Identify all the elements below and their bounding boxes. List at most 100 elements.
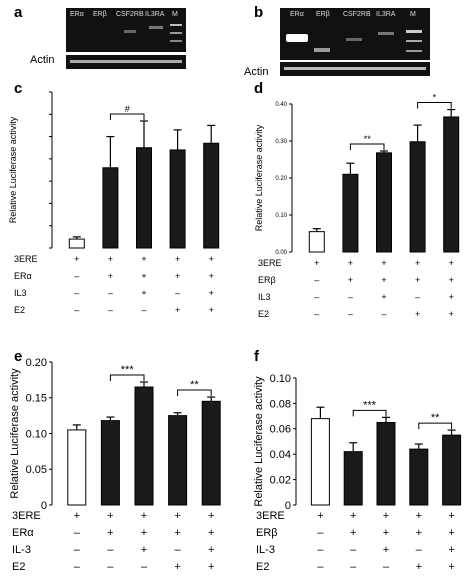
panel-b-band-il3ra xyxy=(378,32,394,35)
chart-c-condition-label: IL3 xyxy=(14,288,27,298)
chart-f-significance-label: ** xyxy=(431,412,440,424)
chart-e-bar xyxy=(168,415,188,506)
chart-d-condition-mark: + xyxy=(381,292,386,302)
chart-f-condition-mark: + xyxy=(448,510,454,522)
chart-c-bar xyxy=(136,147,152,249)
chart-f-condition-mark: + xyxy=(448,527,454,539)
chart-d-condition-mark: + xyxy=(449,292,454,302)
chart-f-bar xyxy=(409,448,429,506)
panel-f-letter: f xyxy=(254,348,259,365)
chart-f-condition-mark: + xyxy=(383,544,389,556)
chart-e-condition-mark: + xyxy=(208,561,214,573)
chart-e-condition-label: 3ERE xyxy=(12,510,41,522)
chart-d-y-tick-label: 0.10 xyxy=(275,213,287,219)
chart-f-condition-label: E2 xyxy=(256,561,269,573)
panel-a-gel xyxy=(66,8,186,52)
panel-a-marker-band xyxy=(170,32,182,34)
panel-b-marker-band xyxy=(406,30,422,33)
chart-e-y-tick-label: 0.20 xyxy=(26,357,47,369)
chart-d-condition-mark: + xyxy=(314,258,319,268)
chart-d-y-tick-label: 0.30 xyxy=(275,139,287,145)
chart-e-condition-mark: – xyxy=(74,544,81,556)
chart-e-condition-mark: + xyxy=(208,510,214,522)
chart-f-condition-mark: + xyxy=(383,510,389,522)
chart-d-condition-mark: – xyxy=(314,275,319,285)
panel-b-band-erb xyxy=(314,48,330,52)
chart-e-condition-mark: – xyxy=(107,561,114,573)
chart-e-condition-mark: + xyxy=(141,510,147,522)
chart-d-y-tick-label: 0.20 xyxy=(275,176,287,182)
chart-e-bar xyxy=(67,429,87,506)
chart-d-y-axis-label: Relative Luciferase activity xyxy=(254,124,264,231)
chart-d-condition-label: ERβ xyxy=(258,275,276,285)
chart-d-bar xyxy=(409,141,426,253)
chart-f-y-axis-label: Relative Luciferase activity xyxy=(253,376,265,507)
chart-e-condition-mark: + xyxy=(208,527,214,539)
chart-f-condition-mark: + xyxy=(416,561,422,573)
chart-e-y-axis-label: Relative Luciferase activity xyxy=(9,368,21,499)
chart-f-bar xyxy=(343,451,363,506)
chart-d-significance-bracket xyxy=(417,102,452,109)
chart-f-bar xyxy=(442,434,462,506)
panel-a-band-csf2rb xyxy=(124,30,136,33)
chart-f-y-tick-label: 0.02 xyxy=(270,474,291,486)
chart-e-y-tick-label: 0 xyxy=(41,500,47,512)
chart-c-condition-mark: + xyxy=(209,271,214,281)
chart-c-condition-mark: + xyxy=(175,254,180,264)
chart-f-condition-mark: – xyxy=(350,544,357,556)
chart-f-condition-label: IL-3 xyxy=(256,544,275,556)
chart-f-condition-label: ERβ xyxy=(256,527,278,539)
chart-f-condition-mark: – xyxy=(350,561,357,573)
chart-c-condition-mark: – xyxy=(74,305,79,315)
chart-d-bar xyxy=(443,116,460,253)
chart-d-condition-mark: – xyxy=(348,309,353,319)
panel-a-lane-label: M xyxy=(172,11,178,18)
chart-e-condition-mark: + xyxy=(174,510,180,522)
chart-c-condition-mark: + xyxy=(209,288,214,298)
chart-e-significance-label: *** xyxy=(121,364,135,376)
chart-e-condition-mark: – xyxy=(74,561,81,573)
panel-a-lane-label: ERα xyxy=(70,11,84,18)
chart-d-bar xyxy=(342,173,359,253)
chart-c-condition-mark: – xyxy=(108,305,113,315)
chart-d-bar xyxy=(308,231,325,253)
chart-d-condition-mark: + xyxy=(415,258,420,268)
chart-f-condition-mark: – xyxy=(416,544,423,556)
chart-d-bar xyxy=(376,152,392,253)
chart-e-condition-label: E2 xyxy=(12,561,25,573)
panel-c-letter: c xyxy=(14,80,23,97)
chart-d-condition-mark: – xyxy=(314,292,319,302)
chart-f-significance-bracket xyxy=(352,409,387,417)
chart-d-condition-mark: + xyxy=(449,275,454,285)
panel-a-lane-label: IL3RA xyxy=(145,11,165,18)
panel-d-letter: d xyxy=(254,80,264,97)
chart-d-condition-mark: + xyxy=(381,275,386,285)
panel-a-letter: a xyxy=(14,4,23,21)
chart-e-bar xyxy=(201,400,221,506)
chart-d-significance-bracket xyxy=(349,143,385,150)
chart-e-condition-mark: + xyxy=(174,561,180,573)
chart-d-condition-mark: – xyxy=(415,292,420,302)
chart-c-condition-mark: + xyxy=(175,271,180,281)
chart-f-significance-label: *** xyxy=(363,399,377,411)
chart-f-bar xyxy=(376,421,396,506)
chart-d-condition-label: IL3 xyxy=(258,292,271,302)
chart-c-condition-mark: – xyxy=(175,288,180,298)
panel-a-lane-label: ERβ xyxy=(93,11,107,18)
panel-b-actin-label: Actin xyxy=(244,66,269,78)
chart-d-condition-mark: + xyxy=(449,258,454,268)
chart-f-condition-mark: + xyxy=(448,544,454,556)
panel-a-marker-band xyxy=(170,40,182,42)
chart-e-condition-mark: + xyxy=(141,544,147,556)
chart-d-significance-label: * xyxy=(433,93,437,103)
chart-d-condition-label: E2 xyxy=(258,309,269,319)
panel-b-lane-label: IL3RA xyxy=(376,11,396,18)
chart-f-y-tick-label: 0.08 xyxy=(270,398,291,410)
chart-f-condition-mark: – xyxy=(317,527,324,539)
chart-e-bar xyxy=(100,420,120,506)
chart-c-condition-mark: + xyxy=(74,254,79,264)
chart-e-condition-mark: – xyxy=(141,561,148,573)
panel-b-letter: b xyxy=(254,4,264,21)
chart-e-condition-mark: + xyxy=(107,510,113,522)
panel-b-band-era xyxy=(286,34,308,42)
